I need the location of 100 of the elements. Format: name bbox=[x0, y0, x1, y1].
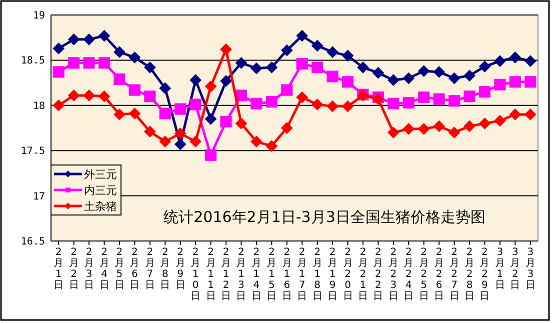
point bbox=[205, 149, 217, 161]
x-tick-label: 2月14日 bbox=[251, 247, 262, 302]
x-tick-label: 2月16日 bbox=[282, 247, 292, 302]
point bbox=[174, 127, 186, 140]
text: 统计2016年2月1日-3月3日全国生猪价格走势图 bbox=[164, 208, 486, 226]
point bbox=[509, 108, 522, 120]
point bbox=[266, 61, 278, 74]
x-tick-label: 2月29日 bbox=[480, 247, 490, 302]
x-tick-label: 2月17日 bbox=[297, 247, 308, 302]
point bbox=[326, 100, 338, 112]
point bbox=[52, 99, 65, 112]
point bbox=[478, 118, 491, 130]
point bbox=[190, 136, 202, 148]
point bbox=[402, 96, 414, 108]
point bbox=[448, 126, 460, 138]
point bbox=[402, 122, 415, 135]
point bbox=[494, 55, 506, 68]
x-tick-label: 2月24日 bbox=[404, 247, 414, 302]
point bbox=[83, 90, 95, 102]
point bbox=[83, 33, 95, 46]
point bbox=[204, 113, 217, 125]
point bbox=[68, 90, 80, 102]
x-tick-label: 2月27日 bbox=[449, 247, 460, 302]
x-tick-label: 2月9日 bbox=[175, 247, 186, 291]
point bbox=[311, 40, 324, 52]
x-tick-label: 2月15日 bbox=[266, 247, 277, 302]
point bbox=[159, 82, 172, 94]
point bbox=[266, 96, 278, 108]
point bbox=[114, 46, 126, 58]
point bbox=[388, 98, 400, 110]
point bbox=[52, 42, 65, 54]
x-tick-label: 2月4日 bbox=[99, 247, 110, 291]
point bbox=[159, 108, 171, 120]
x-tick-label: 2月1日 bbox=[54, 247, 64, 291]
point bbox=[52, 66, 64, 78]
legend-label: 内三元 bbox=[84, 184, 117, 197]
x-tick-label: 2月7日 bbox=[144, 247, 155, 291]
point bbox=[220, 43, 232, 56]
point bbox=[464, 90, 476, 102]
x-tick-label: 3月1日 bbox=[494, 247, 505, 291]
x-tick-label: 2月12日 bbox=[221, 247, 232, 302]
legend-label: 外三元 bbox=[84, 168, 117, 181]
point bbox=[433, 93, 445, 105]
point bbox=[68, 57, 80, 69]
point bbox=[83, 57, 95, 69]
y-tick-label: 18.5 bbox=[20, 56, 45, 67]
point bbox=[98, 30, 110, 42]
x-tick-label: 2月19日 bbox=[328, 247, 338, 302]
legend-label: 土杂猪 bbox=[84, 200, 117, 213]
x-tick-label: 3月3日 bbox=[525, 247, 536, 291]
x-tick-label: 2月22日 bbox=[373, 247, 384, 302]
point bbox=[159, 136, 172, 148]
point bbox=[524, 76, 536, 88]
point bbox=[433, 66, 446, 78]
point bbox=[190, 98, 202, 110]
point bbox=[128, 108, 141, 120]
point bbox=[235, 56, 248, 69]
x-tick-label: 2月21日 bbox=[358, 247, 368, 302]
point bbox=[280, 44, 293, 56]
x-tick-label: 2月3日 bbox=[84, 247, 94, 291]
point bbox=[250, 98, 262, 110]
point bbox=[326, 70, 338, 82]
point bbox=[250, 62, 262, 74]
point bbox=[280, 122, 293, 134]
point bbox=[311, 98, 324, 110]
point bbox=[98, 57, 110, 69]
x-tick-label: 2月25日 bbox=[418, 247, 429, 302]
x-tick-label: 2月11日 bbox=[206, 247, 216, 302]
y-tick-label: 19 bbox=[32, 10, 45, 22]
point bbox=[220, 75, 232, 87]
point bbox=[387, 74, 400, 86]
point bbox=[98, 90, 110, 102]
point bbox=[144, 61, 156, 74]
point bbox=[281, 84, 293, 96]
y-tick-label: 17 bbox=[32, 191, 45, 202]
point bbox=[418, 91, 430, 104]
point bbox=[114, 73, 126, 85]
x-tick-label: 2月6日 bbox=[130, 247, 140, 291]
point bbox=[464, 120, 476, 132]
point bbox=[387, 126, 400, 138]
point bbox=[144, 126, 156, 138]
point bbox=[418, 65, 430, 77]
point bbox=[402, 72, 415, 84]
point bbox=[128, 52, 141, 64]
point bbox=[342, 76, 354, 88]
point bbox=[144, 90, 156, 102]
point bbox=[494, 78, 506, 90]
point bbox=[204, 80, 217, 92]
point bbox=[190, 74, 202, 86]
point bbox=[478, 60, 491, 72]
point bbox=[296, 58, 308, 70]
point bbox=[296, 30, 308, 42]
x-tick-label: 2月10日 bbox=[190, 247, 201, 302]
point bbox=[312, 62, 324, 74]
point bbox=[464, 70, 476, 82]
y-tick-label: 17.5 bbox=[20, 146, 45, 158]
point bbox=[357, 61, 369, 74]
point bbox=[250, 136, 262, 148]
point bbox=[296, 91, 308, 104]
point bbox=[524, 55, 536, 68]
